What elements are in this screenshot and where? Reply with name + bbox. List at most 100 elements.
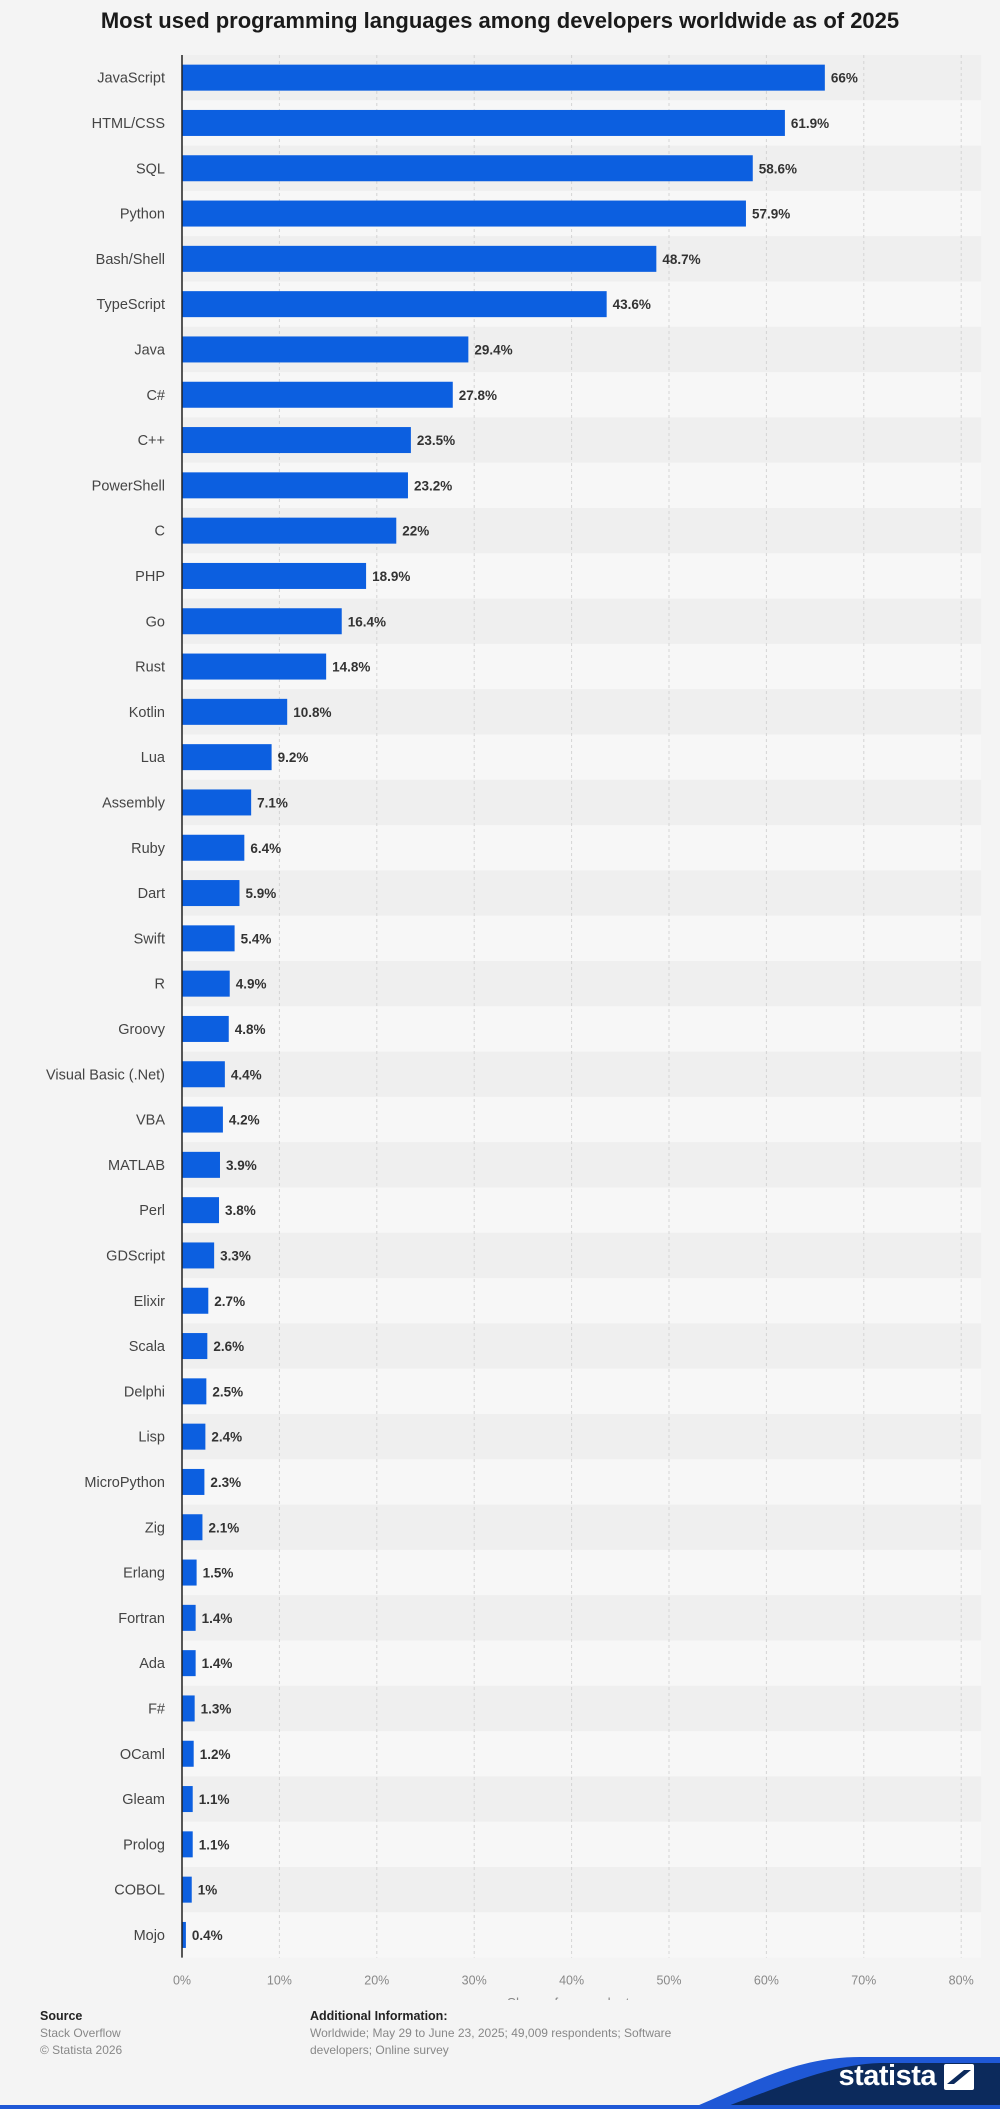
tick-label: 60% — [754, 1974, 779, 1988]
bar[interactable] — [182, 1650, 196, 1677]
bar[interactable] — [182, 1921, 186, 1948]
bar[interactable] — [182, 1423, 206, 1450]
category-label: Swift — [134, 931, 165, 947]
tick-label: 30% — [462, 1974, 487, 1988]
bar[interactable] — [182, 1242, 215, 1269]
row-band — [182, 1731, 982, 1777]
data-label: 48.7% — [662, 252, 700, 267]
category-label: Elixir — [134, 1294, 166, 1310]
bar[interactable] — [182, 653, 327, 680]
bar[interactable] — [182, 1015, 229, 1042]
data-label: 5.4% — [241, 931, 272, 946]
bar[interactable] — [182, 381, 453, 408]
category-label: Prolog — [123, 1837, 165, 1853]
row-band — [182, 1187, 982, 1233]
bar[interactable] — [182, 1287, 209, 1314]
bar[interactable] — [182, 970, 230, 997]
data-label: 16.4% — [348, 614, 386, 629]
source-line[interactable]: Stack Overflow — [40, 2026, 121, 2040]
bar[interactable] — [182, 608, 342, 635]
data-label: 6.4% — [250, 841, 281, 856]
tick-label: 80% — [949, 1974, 974, 1988]
row-band — [182, 689, 982, 735]
data-label: 66% — [831, 71, 858, 86]
bar[interactable] — [182, 880, 240, 907]
bar[interactable] — [182, 1333, 208, 1360]
category-label: Ruby — [131, 841, 166, 857]
row-band — [182, 1459, 982, 1505]
data-label: 2.7% — [214, 1294, 245, 1309]
category-label: Lisp — [138, 1430, 165, 1446]
data-label: 2.3% — [210, 1475, 241, 1490]
row-band — [182, 870, 982, 916]
bar[interactable] — [182, 245, 657, 272]
category-label: Bash/Shell — [96, 252, 165, 268]
bar[interactable] — [182, 1695, 195, 1722]
bar[interactable] — [182, 1786, 193, 1813]
bar[interactable] — [182, 64, 825, 91]
bar[interactable] — [182, 1514, 203, 1541]
data-label: 3.9% — [226, 1158, 257, 1173]
bar[interactable] — [182, 291, 607, 318]
bar[interactable] — [182, 1740, 194, 1767]
bar[interactable] — [182, 1876, 192, 1903]
statista-logo-icon — [944, 2063, 974, 2090]
category-label: MicroPython — [84, 1475, 165, 1491]
bar[interactable] — [182, 1061, 225, 1088]
bar[interactable] — [182, 698, 288, 725]
row-band — [182, 1595, 982, 1641]
tick-label: 20% — [364, 1974, 389, 1988]
bar[interactable] — [182, 517, 397, 544]
bar[interactable] — [182, 200, 746, 227]
bar[interactable] — [182, 744, 272, 771]
category-label: R — [155, 977, 165, 993]
bar[interactable] — [182, 1604, 196, 1631]
statista-logo[interactable]: statista — [838, 2060, 974, 2093]
data-label: 1.4% — [202, 1611, 233, 1626]
row-band — [182, 1776, 982, 1822]
category-label: Python — [120, 207, 165, 223]
data-label: 1.5% — [203, 1566, 234, 1581]
bar[interactable] — [182, 1197, 220, 1224]
bar[interactable] — [182, 1106, 223, 1133]
tick-label: 50% — [656, 1974, 681, 1988]
category-label: Java — [134, 342, 166, 358]
category-label: MATLAB — [108, 1158, 165, 1174]
bar[interactable] — [182, 155, 753, 182]
bar[interactable] — [182, 834, 245, 861]
category-label: Visual Basic (.Net) — [46, 1067, 165, 1083]
bar[interactable] — [182, 1559, 197, 1586]
bar[interactable] — [182, 925, 235, 952]
bar[interactable] — [182, 472, 408, 499]
bar[interactable] — [182, 1468, 205, 1495]
data-label: 1% — [198, 1883, 218, 1898]
category-label: Zig — [145, 1520, 165, 1536]
category-label: Gleam — [122, 1792, 165, 1808]
data-label: 4.9% — [236, 977, 267, 992]
footer-swoosh — [690, 2057, 1000, 2109]
data-label: 1.4% — [202, 1656, 233, 1671]
bar[interactable] — [182, 1831, 193, 1858]
bar[interactable] — [182, 109, 785, 136]
row-band — [182, 1504, 982, 1550]
tick-label: 0% — [173, 1974, 191, 1988]
bar[interactable] — [182, 789, 252, 816]
data-label: 4.4% — [231, 1067, 262, 1082]
row-band — [182, 1096, 982, 1143]
row-band — [182, 1912, 982, 1958]
row-band — [182, 1142, 982, 1188]
row-band — [182, 1414, 982, 1460]
bar[interactable] — [182, 427, 411, 454]
source-heading: Source — [40, 2009, 83, 2023]
bar[interactable] — [182, 1151, 220, 1178]
bar[interactable] — [182, 336, 469, 363]
row-band — [182, 1821, 982, 1867]
row-band — [182, 779, 982, 826]
tick-label: 40% — [559, 1974, 584, 1988]
category-label: Erlang — [123, 1566, 165, 1582]
row-band — [182, 1640, 982, 1686]
data-label: 3.3% — [220, 1248, 251, 1263]
bar[interactable] — [182, 1378, 207, 1405]
category-label: HTML/CSS — [92, 116, 165, 132]
bar[interactable] — [182, 562, 367, 589]
